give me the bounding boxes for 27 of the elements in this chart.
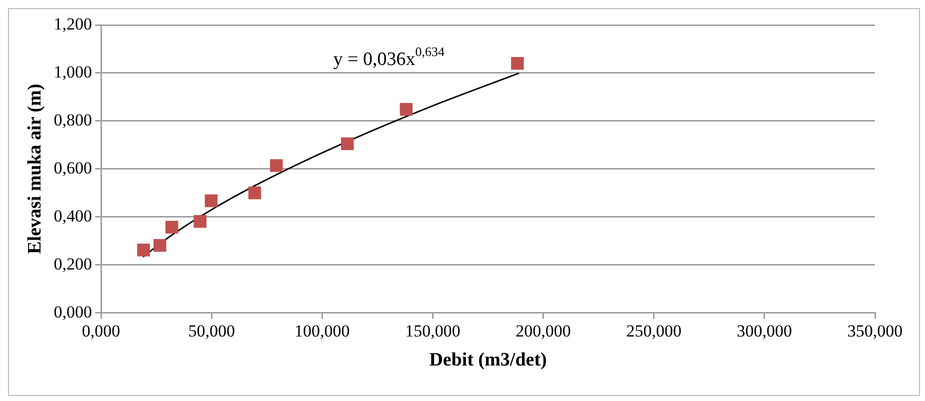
y-tick-label: 1,200	[54, 14, 92, 34]
point	[137, 244, 150, 256]
x-tick-label: 150,000	[405, 321, 460, 340]
point	[194, 215, 206, 228]
y-tick-label: 0,000	[54, 302, 92, 322]
point	[248, 186, 262, 200]
x-tick-label: 300,000	[736, 321, 792, 340]
x-tick-label: 0,000	[82, 321, 120, 340]
x-tick-label: 100,000	[294, 321, 350, 340]
y-axis-title: Elevasi muka air (m)	[24, 84, 46, 254]
x-tick-label: 200,000	[516, 321, 571, 340]
y-tick-label: 0,200	[54, 254, 92, 274]
point	[270, 159, 283, 172]
point	[341, 137, 354, 150]
point	[154, 239, 166, 252]
y-tick-label: 1,000	[54, 62, 92, 82]
x-tick-label: 250,000	[626, 321, 682, 340]
point	[204, 194, 218, 208]
x-tick-label: 50,000	[188, 321, 235, 340]
point	[165, 220, 178, 234]
x-tick-label: 350,000	[847, 321, 903, 340]
y-tick-label: 0,600	[54, 158, 92, 178]
y-tick-label: 0,800	[54, 110, 92, 130]
point	[400, 103, 413, 116]
y-tick-label: 0,400	[54, 206, 92, 226]
point	[511, 57, 524, 70]
x-axis-title: Debit (m3/det)	[429, 350, 547, 371]
